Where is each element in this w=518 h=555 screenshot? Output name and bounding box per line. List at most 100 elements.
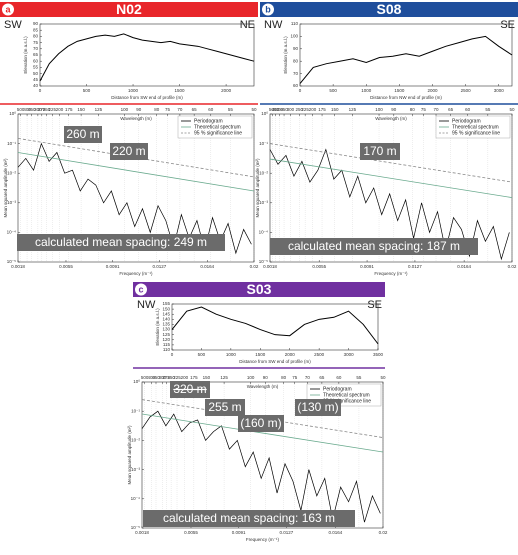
annotation-box <box>205 399 245 416</box>
y-tick-label: 75 <box>33 40 39 45</box>
x-tick-label: 0.0018 <box>11 264 25 269</box>
end-label: SE <box>500 19 515 31</box>
y-tick-label: 50 <box>33 71 39 76</box>
data-line <box>141 413 384 453</box>
y-tick-label: 155 <box>162 301 170 306</box>
y-tick-label: 125 <box>162 332 170 337</box>
x2-tick-label: 175 <box>65 107 73 112</box>
x2-tick-label: 50 <box>380 375 386 380</box>
annotation: (160 m) <box>240 416 281 430</box>
x-tick-label: 0.0127 <box>279 530 293 535</box>
panel-label: c <box>138 284 143 294</box>
x2-tick-label: 70 <box>434 107 440 112</box>
x-tick-label: 0.0164 <box>200 264 214 269</box>
x2-tick-label: 400 <box>23 107 31 112</box>
legend-label: 95 % significance line <box>194 130 242 136</box>
x2-tick-label: 90 <box>391 107 397 112</box>
x-axis-label: Distance from NW end of profile (m) <box>370 95 442 100</box>
plot-frame <box>141 381 384 529</box>
x-axis-label: Frequency (m⁻¹) <box>119 271 153 276</box>
x2-tick-label: 450 <box>272 107 280 112</box>
x2-tick-label: 225 <box>173 375 181 380</box>
x-tick-label: 0 <box>171 352 174 357</box>
annotation-box <box>17 234 225 251</box>
y-tick-label: 135 <box>162 322 170 327</box>
x-tick-label: 1500 <box>175 88 186 93</box>
x2-tick-label: 100 <box>375 107 383 112</box>
annotation: 260 m <box>66 127 99 141</box>
y-tick-label: 80 <box>293 58 299 63</box>
y-tick-label: 115 <box>163 342 171 347</box>
x2-tick-label: 175 <box>318 107 326 112</box>
y-tick-label: 110 <box>291 21 299 26</box>
x2-tick-label: 500 <box>17 107 25 112</box>
x-tick-label: 0.0127 <box>152 264 166 269</box>
plot-frame <box>269 113 513 263</box>
legend-label: Theoretical spectrum <box>194 124 241 130</box>
annotation-box <box>295 399 341 416</box>
y-tick-label: 10⁻⁴ <box>7 230 16 235</box>
x2-tick-label: 200 <box>56 107 64 112</box>
y-tick-label: 60 <box>293 83 299 88</box>
x2-tick-label: 70 <box>305 375 311 380</box>
panel-title: S03 <box>247 281 272 297</box>
x2-tick-label: 275 <box>38 107 46 112</box>
y-tick-label: 10⁻⁵ <box>259 259 268 264</box>
x2-tick-label: 125 <box>220 375 228 380</box>
legend-label: Periodogram <box>194 118 223 124</box>
x2-tick-label: 300 <box>287 107 295 112</box>
y-tick-label: 45 <box>33 77 39 82</box>
x2-tick-label: 350 <box>28 107 36 112</box>
annotation: 220 m <box>112 144 145 158</box>
x2-tick-label: 150 <box>203 375 211 380</box>
data-line <box>269 143 513 183</box>
x-tick-label: 1500 <box>394 88 405 93</box>
x-tick-label: 3500 <box>373 352 384 357</box>
y-tick-label: 130 <box>162 327 170 332</box>
y-tick-label: 140 <box>162 317 170 322</box>
x2-tick-label: 75 <box>292 375 298 380</box>
legend-label: 95 % significance line <box>323 398 371 404</box>
x2-tick-label: 200 <box>181 375 189 380</box>
y-tick-label: 100 <box>290 34 298 39</box>
x2-tick-label: 80 <box>281 375 287 380</box>
panel-badge <box>2 3 14 16</box>
x-tick-label: 0.0018 <box>263 264 277 269</box>
panel-badge <box>135 283 147 296</box>
x2-tick-label: 250 <box>43 107 51 112</box>
y-tick-label: 90 <box>293 46 299 51</box>
y-tick-label: 90 <box>33 21 39 26</box>
annotation: 255 m <box>208 400 241 414</box>
legend-label: Theoretical spectrum <box>452 124 499 130</box>
y-tick-label: 10⁻⁵ <box>131 525 140 530</box>
y-axis-label: Mean squared amplitude (m²) <box>127 425 132 485</box>
legend-label: 95 % significance line <box>452 130 500 136</box>
plot-frame <box>39 23 255 87</box>
end-label: SE <box>367 299 382 311</box>
data-line <box>269 158 513 198</box>
y-tick-label: 10⁻³ <box>7 200 16 205</box>
x2-axis-label: Wavelength (m) <box>120 116 152 121</box>
x2-tick-label: 55 <box>485 107 491 112</box>
x-tick-label: 0.0018 <box>135 530 149 535</box>
y-tick-label: 10⁻¹ <box>7 141 16 146</box>
y-tick-label: 10⁰ <box>261 111 268 116</box>
x-tick-label: 0.0055 <box>184 530 198 535</box>
x-tick-label: 0.0164 <box>457 264 471 269</box>
x2-tick-label: 55 <box>228 107 234 112</box>
y-tick-label: 110 <box>163 347 171 352</box>
x2-tick-label: 100 <box>121 107 129 112</box>
x2-tick-label: 500 <box>141 375 149 380</box>
plot-frame <box>171 303 379 351</box>
x-tick-label: 2000 <box>221 88 232 93</box>
x2-tick-label: 55 <box>356 375 362 380</box>
y-tick-label: 150 <box>162 306 170 311</box>
x-tick-label: 1500 <box>255 352 266 357</box>
y-tick-label: 10⁰ <box>133 379 140 384</box>
x-tick-label: 500 <box>329 88 337 93</box>
legend-box <box>177 115 253 139</box>
annotation-box <box>110 143 148 160</box>
annotation-box <box>170 381 210 398</box>
y-tick-label: 70 <box>293 71 299 76</box>
